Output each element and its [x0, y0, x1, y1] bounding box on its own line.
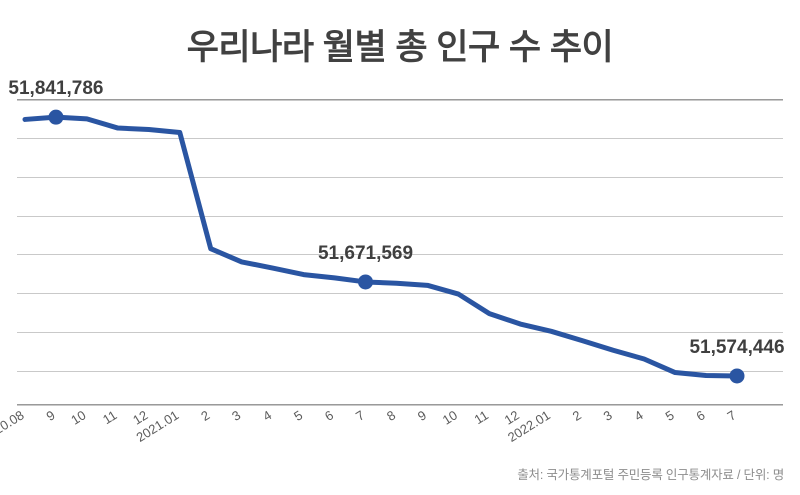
data-point-marker [48, 109, 64, 125]
x-tick-label: 4 [260, 407, 274, 424]
x-tick-label: 5 [291, 407, 305, 424]
x-tick-label: 7 [353, 407, 367, 424]
x-tick-label: 3 [601, 407, 615, 424]
series-group [22, 114, 740, 379]
data-value-label: 51,574,446 [689, 337, 784, 358]
data-point-marker [729, 368, 745, 384]
data-point-markers [48, 109, 745, 384]
x-tick-label: 2 [570, 407, 584, 424]
x-tick-label: 12 [502, 407, 522, 427]
data-value-labels: 51,841,786 51,671,569 51,574,446 [8, 78, 784, 358]
data-point-marker [358, 274, 374, 290]
x-tick-label: 5 [663, 407, 677, 424]
x-tick-label: 2020.08 [0, 407, 27, 445]
gridlines-group [17, 100, 783, 406]
x-tick-label: 6 [694, 407, 708, 424]
x-tick-label: 6 [322, 407, 336, 424]
x-tick-label: 9 [43, 407, 57, 424]
population-line-series [22, 114, 740, 379]
x-tick-label: 12 [130, 407, 150, 427]
x-tick-label: 11 [100, 407, 119, 427]
x-tick-label: 2 [198, 407, 212, 424]
axis-group [17, 98, 783, 406]
x-tick-label: 3 [229, 407, 243, 424]
page-title: 우리나라 월별 총 인구 수 추이 [186, 28, 614, 67]
data-value-label: 51,671,569 [318, 243, 413, 264]
x-tick-label: 10 [68, 407, 88, 427]
x-tick-label: 8 [384, 407, 398, 424]
data-value-label: 51,841,786 [8, 78, 103, 99]
x-tick-label: 9 [415, 407, 429, 424]
source-note: 출처: 국가통계포털 주민등록 인구통계자료 / 단위: 명 [517, 468, 784, 482]
x-tick-label: 10 [440, 407, 460, 427]
x-tick-label: 7 [725, 407, 739, 424]
x-tick-label: 4 [632, 407, 646, 424]
x-tick-label: 11 [472, 407, 491, 427]
